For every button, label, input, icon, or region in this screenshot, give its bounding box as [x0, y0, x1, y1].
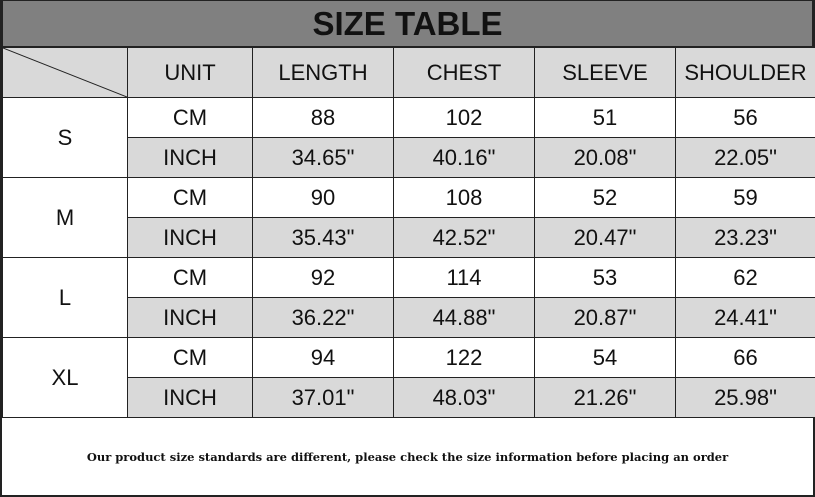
header-length: LENGTH: [252, 47, 394, 98]
size-label: XL: [2, 337, 128, 418]
value-cell: 20.47": [534, 217, 676, 258]
value-cell: 48.03": [393, 377, 535, 418]
table-row-cm: XL CM 94 122 54 66: [2, 337, 815, 418]
unit-cell: INCH: [127, 377, 253, 418]
size-note: Our product size standards are different…: [86, 450, 729, 464]
value-cell: 25.98": [675, 377, 815, 418]
table-row-cm: S CM 88 102 51 56: [2, 97, 815, 178]
value-cell: 59: [675, 177, 815, 218]
size-label: S: [2, 97, 128, 178]
value-cell: 42.52": [393, 217, 535, 258]
diagonal-corner-cell: [2, 47, 128, 98]
value-cell: 56: [675, 97, 815, 138]
unit-cell: CM: [127, 337, 253, 378]
value-cell: 36.22": [252, 297, 394, 338]
size-table: UNIT LENGTH CHEST SLEEVE SHOULDER S CM 88 1…: [2, 47, 815, 418]
value-cell: 52: [534, 177, 676, 218]
unit-cell: CM: [127, 257, 253, 298]
value-cell: 24.41": [675, 297, 815, 338]
table-row-cm: M CM 90 108 52 59: [2, 177, 815, 258]
unit-cell: INCH: [127, 297, 253, 338]
value-cell: 22.05": [675, 137, 815, 178]
value-cell: 108: [393, 177, 535, 218]
value-cell: 20.08": [534, 137, 676, 178]
value-cell: 94: [252, 337, 394, 378]
table-row-inch: INCH 35.43" 42.52" 20.47" 23.23": [3, 217, 815, 258]
value-cell: 66: [675, 337, 815, 378]
unit-cell: CM: [127, 97, 253, 138]
value-cell: 44.88": [393, 297, 535, 338]
value-cell: 62: [675, 257, 815, 298]
value-cell: 21.26": [534, 377, 676, 418]
value-cell: 34.65": [252, 137, 394, 178]
header-sleeve: SLEEVE: [534, 47, 676, 98]
header-unit: UNIT: [127, 47, 253, 98]
size-label: L: [2, 257, 128, 338]
value-cell: 37.01": [252, 377, 394, 418]
value-cell: 53: [534, 257, 676, 298]
header-row: UNIT LENGTH CHEST SLEEVE SHOULDER: [2, 47, 815, 98]
value-cell: 102: [393, 97, 535, 138]
value-cell: 23.23": [675, 217, 815, 258]
value-cell: 35.43": [252, 217, 394, 258]
value-cell: 40.16": [393, 137, 535, 178]
value-cell: 54: [534, 337, 676, 378]
value-cell: 51: [534, 97, 676, 138]
value-cell: 20.87": [534, 297, 676, 338]
unit-cell: CM: [127, 177, 253, 218]
header-chest: CHEST: [393, 47, 535, 98]
value-cell: 114: [393, 257, 535, 298]
unit-cell: INCH: [127, 137, 253, 178]
unit-cell: INCH: [127, 217, 253, 258]
value-cell: 122: [393, 337, 535, 378]
header-shoulder: SHOULDER: [675, 47, 815, 98]
value-cell: 88: [252, 97, 394, 138]
value-cell: 90: [252, 177, 394, 218]
table-row-inch: INCH 37.01" 48.03" 21.26" 25.98": [3, 377, 815, 418]
size-label: M: [2, 177, 128, 258]
table-row-inch: INCH 34.65" 40.16" 20.08" 22.05": [3, 137, 815, 178]
value-cell: 92: [252, 257, 394, 298]
table-row-cm: L CM 92 114 53 62: [2, 257, 815, 338]
table-title: SIZE TABLE: [2, 0, 813, 47]
